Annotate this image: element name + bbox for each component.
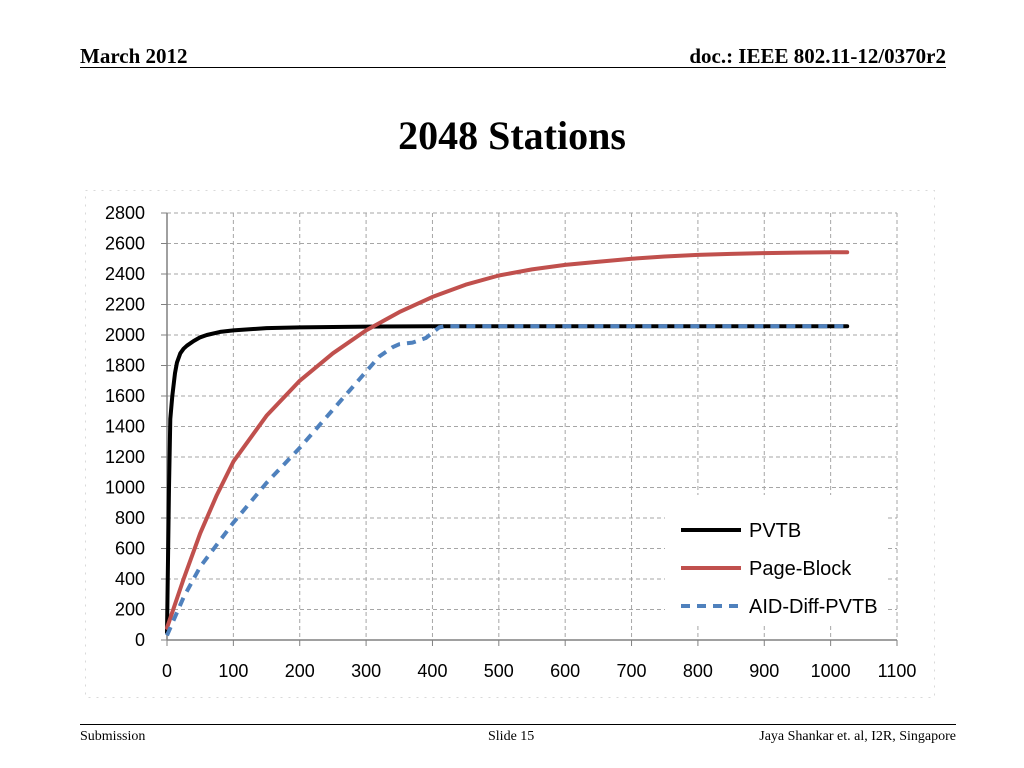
x-tick-label: 100 — [218, 661, 248, 681]
x-tick-label: 1000 — [811, 661, 851, 681]
header-date: March 2012 — [80, 44, 188, 68]
y-tick-label: 1800 — [105, 356, 145, 376]
y-tick-label: 2800 — [105, 203, 145, 223]
header-doc-id: doc.: IEEE 802.11-12/0370r2 — [689, 44, 946, 68]
y-tick-label: 200 — [115, 600, 145, 620]
y-tick-label: 800 — [115, 508, 145, 528]
footer-slide-number: Slide 15 — [488, 729, 535, 744]
x-tick-label: 0 — [162, 661, 172, 681]
line-chart: 0200400600800100012001400160018002000220… — [85, 190, 935, 698]
x-tick-label: 1100 — [878, 661, 917, 681]
series-line-page-block — [165, 250, 850, 630]
legend-label: PVTB — [749, 520, 801, 542]
header-rule — [80, 67, 946, 68]
chart-container: 0 200 400 600 800 1000 1200 1400 1600 1800 2000 220… — [85, 190, 935, 698]
y-tick-label: 1200 — [105, 447, 145, 467]
y-tick-label: 1600 — [105, 386, 145, 406]
x-tick-label: 800 — [683, 661, 713, 681]
y-tick-label: 0 — [135, 630, 145, 650]
y-tick-label: 2400 — [105, 264, 145, 284]
y-tick-label: 2000 — [105, 325, 145, 345]
series-line-aid-diff-pvtb — [165, 324, 848, 637]
footer-rule — [80, 724, 956, 725]
y-tick-label: 1400 — [105, 417, 145, 437]
footer-submission: Submission — [80, 729, 146, 744]
y-tick-label: 1000 — [105, 478, 145, 498]
y-tick-label: 2600 — [105, 234, 145, 254]
footer-authors: Jaya Shankar et. al, I2R, Singapore — [759, 729, 956, 744]
chart-frame — [85, 190, 935, 698]
x-tick-label: 700 — [617, 661, 647, 681]
slide-title: 2048 Stations — [398, 113, 626, 158]
x-tick-label: 400 — [417, 661, 447, 681]
x-tick-label: 300 — [351, 661, 381, 681]
series-line-pvtb — [165, 324, 850, 635]
y-tick-label: 600 — [115, 539, 145, 559]
y-tick-label: 400 — [115, 569, 145, 589]
x-tick-label: 600 — [550, 661, 580, 681]
y-tick-label: 2200 — [105, 295, 145, 315]
x-tick-label: 900 — [749, 661, 779, 681]
legend-label: AID-Diff-PVTB — [749, 596, 878, 618]
legend-box — [665, 495, 885, 625]
x-tick-label: 200 — [285, 661, 315, 681]
legend-label: Page-Block — [749, 558, 852, 580]
x-tick-label: 500 — [484, 661, 514, 681]
